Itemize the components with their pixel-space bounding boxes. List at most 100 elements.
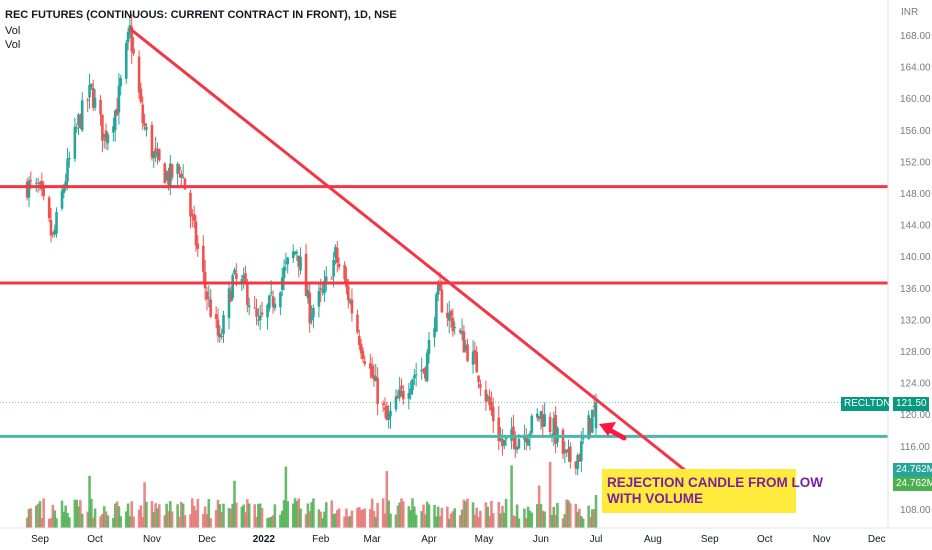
candle-body	[346, 286, 350, 301]
volume-bar	[132, 516, 135, 528]
volume-bar	[501, 505, 504, 528]
candle-body	[414, 374, 418, 376]
candle-body	[376, 377, 379, 404]
candle-body	[502, 439, 506, 446]
volume-bar	[247, 503, 251, 528]
candle-body	[163, 163, 167, 184]
volume-bar	[407, 506, 411, 528]
candle-body	[192, 214, 196, 221]
volume-legend-1: Vol	[5, 25, 21, 37]
volume-bar	[295, 501, 299, 528]
volume-bar	[453, 508, 457, 528]
y-tick-label: 136.00	[900, 284, 931, 295]
candle-body	[512, 426, 515, 438]
volume-bar	[55, 518, 58, 528]
volume-tag-2: 24.762M	[893, 477, 932, 491]
candle-body	[86, 99, 90, 101]
volume-bar	[330, 500, 334, 528]
candle-body	[49, 219, 53, 236]
candle-body	[205, 291, 209, 300]
candle-body	[589, 418, 592, 431]
candle-body	[321, 290, 324, 292]
candle-body	[279, 292, 282, 308]
volume-bar	[363, 508, 367, 528]
volume-bar	[202, 514, 205, 528]
x-tick-label: Jul	[590, 534, 603, 545]
candle-body	[409, 388, 412, 395]
candle-body	[91, 87, 95, 108]
candle-body	[567, 448, 570, 452]
volume-bar	[266, 518, 269, 528]
candle-body	[77, 114, 80, 125]
x-tick-label: Nov	[143, 534, 161, 545]
candle-body	[157, 148, 161, 161]
candle-body	[359, 343, 363, 354]
candle-body	[513, 435, 517, 450]
volume-bar	[68, 517, 71, 528]
y-tick-label: 152.00	[900, 157, 931, 168]
candle-body	[524, 435, 528, 443]
volume-bar	[73, 499, 77, 528]
candle-body	[466, 344, 469, 361]
volume-bar	[335, 510, 339, 528]
volume-bar	[488, 516, 491, 528]
x-tick-label: Dec	[198, 534, 216, 545]
annotation-box[interactable]: REJECTION CANDLE FROM LOW WITH VOLUME	[602, 469, 823, 513]
arrow-icon	[599, 422, 627, 441]
candle-body	[462, 331, 466, 353]
volume-bar	[343, 516, 346, 528]
x-tick-label: Oct	[87, 534, 103, 545]
candle-body	[578, 454, 581, 462]
symbol-tag: RECLTDN2022	[841, 397, 913, 411]
volume-bar	[282, 500, 286, 528]
candle-body	[38, 182, 42, 185]
candle-body	[374, 376, 378, 382]
candle-body	[297, 255, 301, 267]
volume-bar	[411, 498, 414, 528]
volume-bar	[156, 508, 159, 528]
volume-bar	[258, 503, 262, 528]
candle-body	[438, 281, 442, 291]
volume-bar	[150, 501, 154, 528]
volume-bar	[424, 514, 427, 528]
volume-bar	[27, 509, 31, 528]
volume-bar	[414, 514, 418, 528]
candle-body	[501, 438, 504, 447]
candle-body	[220, 336, 223, 338]
candle-body	[424, 367, 427, 379]
volume-bar	[271, 515, 275, 528]
candle-body	[165, 172, 168, 180]
candle-body	[191, 214, 194, 217]
volume-bar	[194, 510, 198, 528]
candle-body	[93, 97, 97, 108]
volume-bar	[104, 511, 108, 528]
candle-body	[115, 109, 119, 116]
volume-bar	[490, 500, 493, 528]
volume-bar	[130, 501, 134, 528]
volume-bar	[60, 500, 64, 528]
candle-body	[233, 269, 236, 274]
candle-body	[491, 406, 495, 422]
candle-body	[308, 292, 312, 324]
volume-bar	[145, 501, 148, 528]
volume-bar	[550, 514, 554, 528]
volume-bar	[306, 503, 310, 528]
drawn-lines[interactable]	[0, 27, 888, 512]
candle-body	[231, 275, 234, 299]
candle-body	[477, 375, 480, 382]
volume-bar	[91, 517, 95, 528]
candle-body	[356, 314, 359, 333]
candle-body	[117, 85, 121, 113]
volume-bar	[563, 514, 567, 528]
candle-body	[130, 26, 134, 52]
volume-bar	[319, 511, 323, 528]
candle-body	[464, 345, 468, 350]
volume-bar	[40, 518, 44, 528]
candle-body	[253, 307, 256, 309]
candle-body	[291, 251, 295, 259]
volume-bar	[462, 499, 466, 528]
volume-bar	[80, 513, 84, 528]
volume-bar	[179, 502, 183, 528]
